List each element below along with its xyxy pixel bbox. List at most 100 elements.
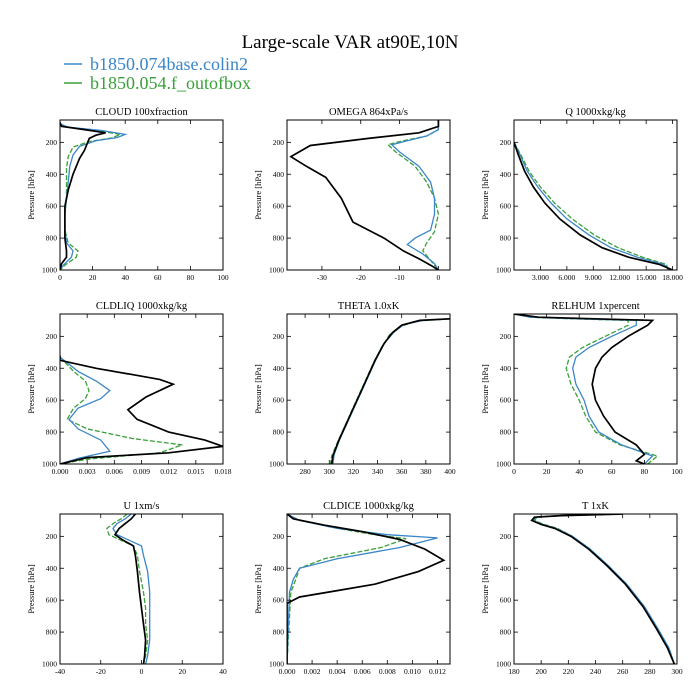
y-tick-label: 200 [46,532,58,541]
y-tick-label: 800 [500,428,512,437]
x-tick-label: 80 [187,273,195,282]
y-tick-label: 1000 [42,460,57,469]
legend-label-exp1: b1850.074base.colin2 [90,54,248,74]
x-tick-label: 0.000 [279,667,296,676]
x-tick-label: 0.000 [52,467,69,476]
plot-frame [513,313,678,465]
series-line-green [533,514,675,664]
plot-frame [513,119,678,271]
series-line-blue [514,142,670,270]
y-tick-label: 1000 [496,660,511,669]
x-tick-label: 0 [512,467,516,476]
panel-1: OMEGA 864xPa/s 200 400 600 800 1000 -30 -20 -10 0… [253,107,451,282]
plot-frame [286,513,451,665]
y-tick-label: 600 [46,396,58,405]
x-tick-label: 20 [179,667,187,676]
series-line-blue [390,120,440,270]
x-tick-label: 0.009 [133,467,150,476]
y-axis-label: Pressure [hPa] [26,364,36,414]
series-group [289,120,440,270]
y-tick-label: 200 [500,532,512,541]
y-tick-label: 1000 [496,460,511,469]
series-group [287,514,446,664]
x-tick-label: 0 [140,667,144,676]
x-tick-label: 60 [154,273,162,282]
x-tick-label: 0.015 [187,467,204,476]
series-line-green [514,141,669,270]
y-tick-label: 800 [273,234,285,243]
plot-frame [59,513,224,665]
plot-frame [59,119,224,271]
y-tick-label: 400 [500,564,512,573]
x-tick-label: 180 [508,667,520,676]
series-line-black [60,355,223,464]
series-line-black [514,314,655,464]
y-tick-label: 1000 [42,266,57,275]
y-axis-label: Pressure [hPa] [480,564,490,614]
y-tick-label: 200 [273,332,285,341]
y-axis-label: Pressure [hPa] [253,170,263,220]
series-group [514,314,659,464]
y-tick-label: 1000 [269,660,284,669]
y-tick-label: 400 [46,170,58,179]
x-tick-label: 280 [299,467,311,476]
series-line-blue [60,123,128,270]
x-tick-label: 0.008 [379,667,396,676]
panel-title: Q 1000xkg/kg [565,107,626,118]
series-line-black [514,142,673,270]
y-tick-label: 800 [46,428,58,437]
x-tick-label: 0 [436,273,440,282]
series-group [106,514,151,664]
x-tick-label: 240 [590,667,602,676]
x-tick-label: 0.002 [304,667,321,676]
y-tick-label: 600 [273,596,285,605]
series-group [530,514,676,664]
y-tick-label: 800 [46,628,58,637]
series-line-green [106,514,149,664]
x-tick-label: 100 [217,273,229,282]
y-axis-label: Pressure [hPa] [26,564,36,614]
x-tick-label: 40 [219,667,227,676]
y-tick-label: 800 [500,628,512,637]
y-tick-label: 400 [500,364,512,373]
series-line-green [514,314,659,464]
y-axis-label: Pressure [hPa] [253,564,263,614]
series-line-black [60,122,106,270]
y-tick-label: 1000 [269,266,284,275]
plot-frame [513,513,678,665]
y-tick-label: 800 [46,234,58,243]
y-axis-label: Pressure [hPa] [480,364,490,414]
panel-2: Q 1000xkg/kg 200 400 600 800 1000 3.000 6.000 9.… [480,107,683,282]
y-tick-label: 600 [46,202,58,211]
series-line-blue [332,318,450,464]
x-tick-label: -40 [55,667,65,676]
y-tick-label: 400 [273,364,285,373]
x-tick-label: 0.018 [215,467,232,476]
series-line-black [113,514,147,664]
x-tick-label: 340 [372,467,384,476]
panel-title: OMEGA 864xPa/s [329,107,408,118]
x-tick-label: 100 [671,467,683,476]
y-tick-label: 200 [500,332,512,341]
x-tick-label: 20 [543,467,551,476]
x-tick-label: 0.006 [106,467,123,476]
panel-title: RELHUM 1xpercent [551,301,639,312]
y-tick-label: 200 [46,138,58,147]
y-axis-label: Pressure [hPa] [26,170,36,220]
x-tick-label: 12.000 [609,273,630,282]
x-tick-label: 0 [58,273,62,282]
x-tick-label: 0.004 [329,667,346,676]
series-line-green [329,318,450,464]
x-tick-label: 200 [536,667,548,676]
y-tick-label: 600 [500,396,512,405]
series-line-black [330,317,450,464]
x-tick-label: 300 [671,667,683,676]
y-tick-label: 800 [273,428,285,437]
x-tick-label: 6.000 [558,273,575,282]
y-tick-label: 400 [46,364,58,373]
y-tick-label: 1000 [42,660,57,669]
panel-title: U 1xm/s [124,501,160,512]
